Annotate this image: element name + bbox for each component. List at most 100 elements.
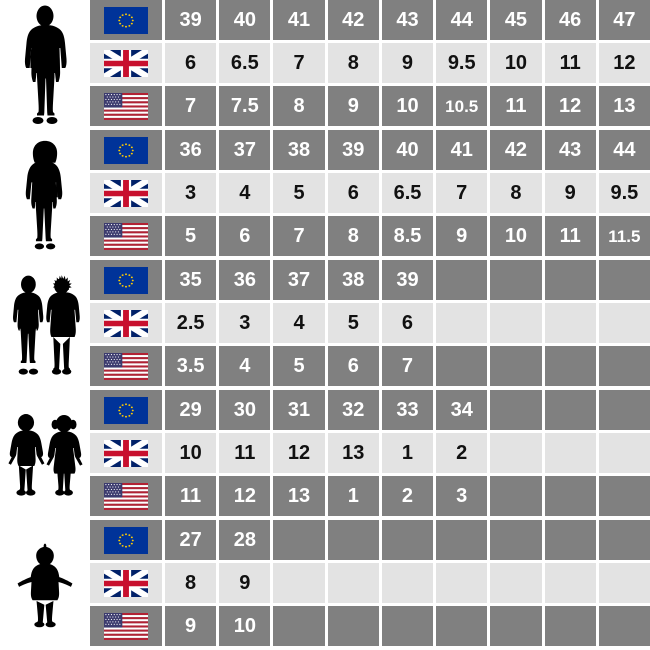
size-cell-empty xyxy=(598,606,650,646)
size-value: 6 xyxy=(239,225,251,247)
size-cell: 12 xyxy=(544,86,596,126)
size-cell-empty xyxy=(327,563,379,603)
size-value: 3 xyxy=(185,182,197,204)
size-cell: 2 xyxy=(436,433,488,473)
size-value: 40 xyxy=(396,139,419,161)
size-value: 42 xyxy=(504,139,528,161)
size-cell: 38 xyxy=(273,130,325,170)
size-cell: 10 xyxy=(490,43,542,83)
size-cell-empty xyxy=(327,520,379,560)
size-cell: 6.5 xyxy=(381,173,434,213)
us-flag xyxy=(90,476,162,516)
size-cell-empty xyxy=(490,520,542,560)
size-cell: 3 xyxy=(165,173,217,213)
size-value: 7 xyxy=(401,355,414,377)
size-cell: 6.5 xyxy=(219,43,271,83)
size-row-youth-uk: 2.5 3 4 5 6 xyxy=(90,303,650,343)
size-cell-empty xyxy=(598,520,650,560)
size-cell: 9 xyxy=(436,216,488,256)
size-cell-empty xyxy=(273,563,325,603)
size-cell-empty xyxy=(490,476,542,516)
size-value: 28 xyxy=(233,529,256,551)
size-cell: 7 xyxy=(165,86,217,126)
size-value: 13 xyxy=(342,442,365,464)
size-cell-empty xyxy=(436,303,488,343)
size-cell-empty xyxy=(598,303,650,343)
size-cell-empty xyxy=(544,476,596,516)
size-row-women-uk: 3 4 5 6 6.5 7 8 9 9.5 xyxy=(90,173,650,213)
figure-column xyxy=(0,0,90,650)
size-value: 3 xyxy=(456,485,468,507)
size-cell: 34 xyxy=(436,390,488,430)
size-row-men-uk: 6 6.5 7 8 9 9.5 10 11 12 xyxy=(90,43,650,83)
size-value: 41 xyxy=(450,139,473,161)
size-cell-empty xyxy=(381,606,434,646)
size-value: 10 xyxy=(396,95,419,117)
size-value: 6 xyxy=(347,182,359,204)
size-cell-empty xyxy=(544,606,596,646)
size-cell-empty xyxy=(490,346,542,386)
size-value: 8 xyxy=(293,95,305,117)
size-cell: 7 xyxy=(273,216,325,256)
size-cell: 4 xyxy=(273,303,325,343)
size-value: 9 xyxy=(347,95,359,117)
size-row-children-eu: 29 30 31 32 33 34 xyxy=(90,390,650,430)
size-cell-empty xyxy=(436,520,488,560)
figure-adult-man xyxy=(0,0,90,130)
size-cell: 36 xyxy=(165,130,217,170)
uk-flag xyxy=(90,563,162,603)
size-value: 43 xyxy=(559,139,582,161)
size-cell-empty xyxy=(598,260,650,300)
size-value: 13 xyxy=(613,95,636,117)
size-value: 43 xyxy=(396,9,419,31)
size-value: 29 xyxy=(179,399,202,421)
size-cell-empty xyxy=(436,346,488,386)
size-row-youth-us: 3.5 4 5 6 7 xyxy=(90,346,650,386)
size-value: 31 xyxy=(287,399,311,421)
size-cell: 45 xyxy=(490,0,542,40)
size-value: 33 xyxy=(396,399,419,421)
size-cell-empty xyxy=(598,433,650,473)
size-cell: 8 xyxy=(327,43,379,83)
size-value: 8 xyxy=(347,225,359,247)
size-cell: 8 xyxy=(165,563,217,603)
size-group-toddler: 27 28 8 9 9 10 xyxy=(90,520,650,650)
size-cell-empty xyxy=(598,346,650,386)
size-cell: 5 xyxy=(273,173,325,213)
size-value: 6 xyxy=(347,355,359,377)
size-cell: 8 xyxy=(273,86,325,126)
size-value: 36 xyxy=(179,139,202,161)
size-row-men-us: 7 7.5 8 9 10 10.5 11 12 13 xyxy=(90,86,650,126)
us-flag xyxy=(90,216,162,256)
size-cell: 6 xyxy=(381,303,434,343)
size-value: 10 xyxy=(504,225,528,247)
size-cell: 12 xyxy=(598,43,650,83)
size-cell: 33 xyxy=(381,390,434,430)
size-value: 12 xyxy=(287,442,311,464)
size-cell: 8 xyxy=(327,216,379,256)
size-cell: 11 xyxy=(165,476,217,516)
size-value: 39 xyxy=(342,139,365,161)
size-cell: 4 xyxy=(219,173,271,213)
size-value: 4 xyxy=(239,182,251,204)
size-cell: 44 xyxy=(436,0,488,40)
size-value: 4 xyxy=(239,355,251,377)
size-cell: 27 xyxy=(165,520,217,560)
size-cell-empty xyxy=(490,303,542,343)
size-cell: 35 xyxy=(165,260,217,300)
figure-adult-woman xyxy=(0,130,90,260)
size-row-women-us: 5 6 7 8 8.5 9 10 11 11.5 xyxy=(90,216,650,256)
size-cell: 2 xyxy=(381,476,434,516)
size-cell: 39 xyxy=(327,130,379,170)
size-value: 30 xyxy=(233,399,256,421)
size-cell: 9 xyxy=(219,563,271,603)
size-cell-empty xyxy=(544,303,596,343)
size-cell: 3.5 xyxy=(165,346,217,386)
us-flag xyxy=(90,346,162,386)
size-cell: 11 xyxy=(490,86,542,126)
size-cell: 5 xyxy=(273,346,325,386)
size-value: 6 xyxy=(185,52,197,74)
size-value: 12 xyxy=(233,485,256,507)
size-value: 5 xyxy=(185,225,197,247)
size-cell: 46 xyxy=(544,0,596,40)
